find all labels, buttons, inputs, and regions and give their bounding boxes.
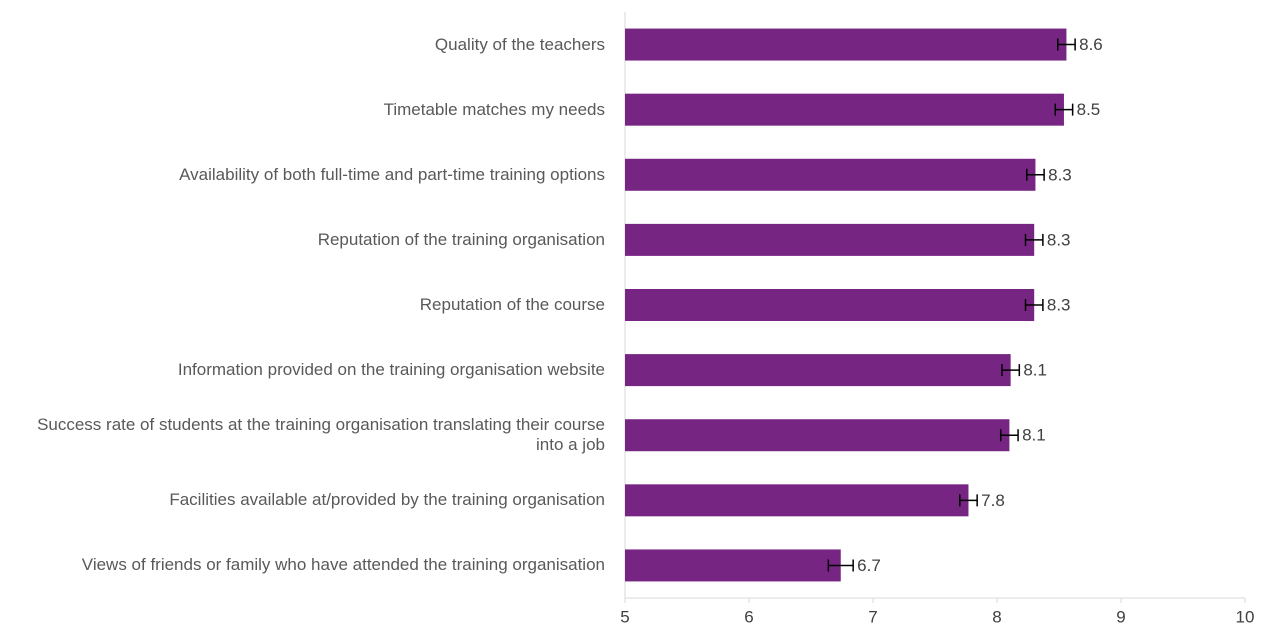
bar: [625, 419, 1010, 452]
error-bar: [1054, 103, 1074, 116]
error-bar: [959, 494, 978, 507]
bar: [625, 354, 1011, 387]
value-label: 8.5: [1077, 100, 1101, 119]
bar: [625, 28, 1067, 61]
y-tick-label: Success rate of students at the training…: [37, 415, 605, 455]
value-label: 6.7: [857, 556, 881, 575]
error-bar: [999, 429, 1019, 442]
y-tick-label: Timetable matches my needs: [383, 99, 605, 119]
x-tick-label: 8: [992, 607, 1001, 626]
value-label: 8.1: [1022, 426, 1046, 445]
bar: [625, 93, 1064, 126]
y-tick-label: Quality of the teachers: [434, 34, 605, 54]
value-label: 8.3: [1048, 165, 1072, 184]
error-bar: [1001, 364, 1021, 377]
error-bar: [1057, 38, 1076, 51]
error-bar: [1026, 168, 1045, 181]
y-tick-label: Reputation of the training organisation: [317, 229, 605, 249]
value-label: 8.6: [1079, 35, 1103, 54]
bar: [625, 484, 969, 517]
value-label: 8.1: [1023, 361, 1047, 380]
x-tick-label: 7: [868, 607, 877, 626]
y-tick-label: Information provided on the training org…: [177, 360, 605, 380]
y-tick-label: Availability of both full-time and part-…: [179, 164, 605, 184]
y-tick-label: Reputation of the course: [419, 295, 605, 314]
x-tick-label: 6: [744, 607, 753, 626]
y-tick-label: Views of friends or family who have atte…: [81, 555, 605, 575]
bar: [625, 223, 1035, 256]
error-bar: [1024, 299, 1044, 311]
bar: [625, 289, 1035, 321]
bar: [625, 158, 1036, 191]
bar: [625, 549, 841, 582]
y-tick-label: Facilities available at/provided by the …: [169, 490, 605, 510]
value-label: 8.3: [1047, 230, 1071, 249]
value-label: 8.3: [1047, 295, 1071, 314]
value-label: 7.8: [981, 491, 1005, 510]
x-tick-label: 5: [620, 607, 629, 626]
x-tick-label: 9: [1116, 607, 1125, 626]
x-tick-label: 10: [1236, 607, 1255, 626]
error-bar: [827, 559, 854, 572]
error-bar: [1024, 233, 1044, 246]
